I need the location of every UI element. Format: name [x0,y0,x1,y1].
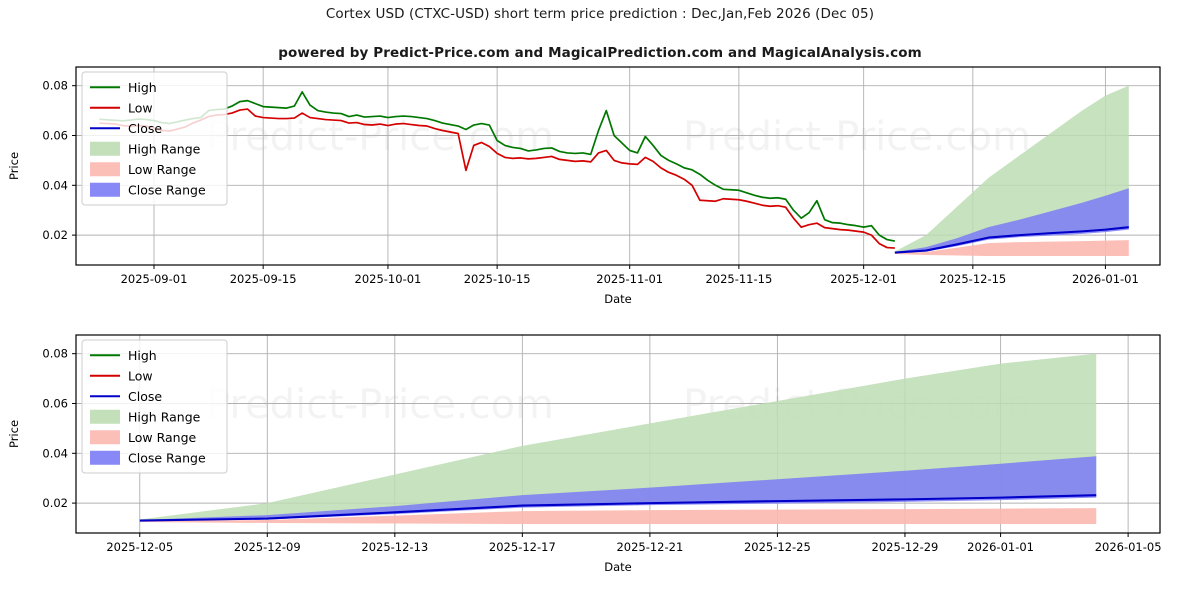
legend-label: Low [128,368,153,383]
y-tick-label: 0.02 [42,228,68,242]
x-tick-label: 2026-01-01 [1072,272,1139,286]
x-tick-label: 2025-12-05 [106,540,173,554]
x-tick-label: 2025-11-15 [705,272,772,286]
page-subtitle: powered by Predict-Price.com and Magical… [278,45,922,61]
x-tick-label: 2026-01-05 [1095,540,1162,554]
x-tick-label: 2025-11-01 [596,272,663,286]
plot-frame [75,334,1161,534]
x-tick-label: 2025-10-01 [355,272,422,286]
x-tick-label: 2025-10-15 [464,272,531,286]
top-chart-panel: Predict-Price.comPredict-Price.com0.020.… [0,60,1200,320]
chart-legend: High Low Close High Range Low Range Close Ran… [81,339,228,474]
legend-label: Low [128,100,153,115]
x-tick-label: 2025-12-15 [939,272,1006,286]
low-line [99,108,895,249]
y-axis-label: Price [7,420,21,448]
y-tick-label: 0.04 [42,178,68,192]
x-axis-label: Date [604,560,632,574]
x-tick-label: 2026-01-01 [967,540,1034,554]
y-tick-label: 0.08 [42,347,68,361]
x-tick-label: 2025-12-01 [830,272,897,286]
legend-label: Close [128,389,162,404]
svg-text:Predict-Price.com: Predict-Price.com [206,382,554,428]
close-line [894,226,1129,254]
low-range-band [894,240,1129,257]
x-tick-label: 2025-12-09 [234,540,301,554]
close-line [139,494,1097,522]
page-title: Cortex USD (CTXC-USD) short term price p… [325,6,875,22]
legend-swatch-patch [90,162,120,177]
legend-swatch-patch [90,430,120,445]
y-tick-label: 0.04 [42,446,68,460]
x-tick-label: 2025-12-13 [361,540,428,554]
legend-label: Low Range [128,430,197,445]
x-tick-label: 2025-12-17 [489,540,556,554]
close-range-band [894,188,1129,254]
legend-swatch-patch [90,141,120,156]
svg-text:Predict-Price.com: Predict-Price.com [683,114,1031,160]
legend-label: Close Range [128,182,206,197]
legend-label: Close [128,121,162,136]
axis-ticks: 0.02 0.04 0.06 0.08 2025-12-05 2025-12-09 2025… [42,347,1161,554]
legend-label: Close Range [128,450,206,465]
legend-swatch-patch [90,409,120,424]
y-tick-label: 0.06 [42,396,68,410]
x-axis-label: Date [604,292,632,306]
low-range-band [139,508,1097,525]
y-axis-label: Price [7,152,21,180]
y-tick-label: 0.08 [42,79,68,93]
x-tick-label: 2025-09-01 [121,272,188,286]
legend-swatch-patch [90,182,120,197]
close-range-band [139,456,1097,522]
legend-label: High Range [128,141,201,156]
svg-text:Predict-Price.com: Predict-Price.com [206,114,554,160]
x-tick-label: 2025-12-25 [744,540,811,554]
axis-ticks: 0.02 0.04 0.06 0.08 2025-09-01 2025-09-15 2025… [42,79,1138,286]
bottom-chart-panel: Predict-Price.comPredict-Price.com0.020.… [0,325,1200,600]
legend-label: High [128,80,157,95]
legend-swatch-patch [90,450,120,465]
legend-label: Low Range [128,162,197,177]
chart-legend: High Low Close High Range Low Range Close Ran… [81,71,228,206]
legend-label: High [128,348,157,363]
plot-frame [75,66,1161,266]
y-tick-label: 0.02 [42,496,68,510]
y-tick-label: 0.06 [42,128,68,142]
x-tick-label: 2025-09-15 [230,272,297,286]
x-tick-label: 2025-12-21 [616,540,683,554]
high-line [99,91,896,242]
legend-label: High Range [128,409,201,424]
x-tick-label: 2025-12-29 [872,540,939,554]
